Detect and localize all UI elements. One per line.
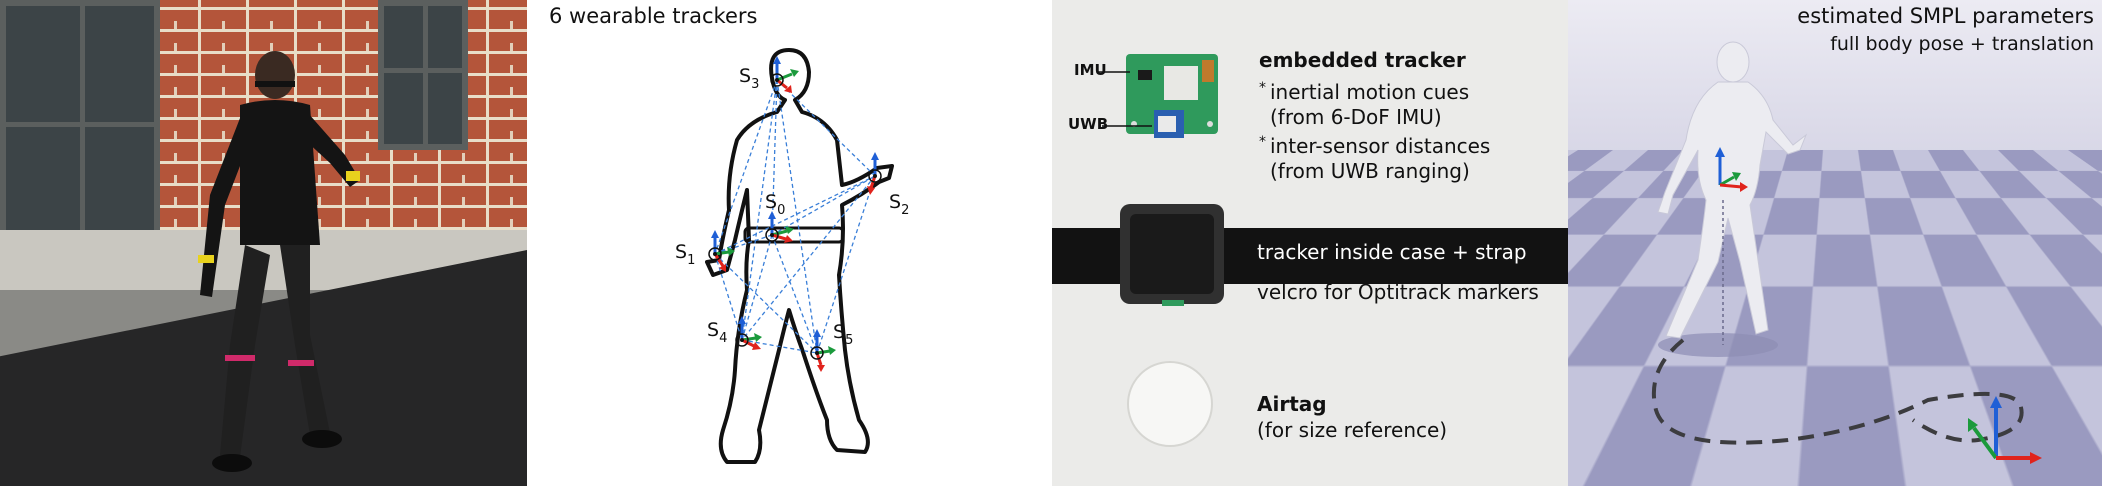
render-subtitle: full body pose + translation	[1830, 33, 2094, 55]
bullet-2-line-1: inter-sensor distances	[1270, 134, 1490, 158]
velcro-caption: velcro for Optitrack markers	[1257, 280, 1539, 304]
sensor-label-s3: S3	[739, 65, 759, 92]
sensor-label-s2: S2	[889, 191, 909, 218]
sensor-label-s1: S1	[675, 241, 695, 268]
airtag	[1128, 362, 1212, 446]
render-scene	[1568, 0, 2102, 486]
airtag-title: Airtag	[1257, 392, 1327, 416]
smpl-render-panel: estimated SMPL parameters full body pose…	[1568, 0, 2102, 486]
hardware-panel: IMU UWB embedded tracker * inertial moti…	[1052, 0, 1568, 486]
airtag-subtitle: (for size reference)	[1257, 418, 1447, 442]
body-outline-diagram: S3 S0 S2 S1 S4 S5	[527, 0, 1052, 486]
tracker-diagram-panel: 6 wearable trackers	[527, 0, 1052, 486]
body-silhouette	[707, 50, 892, 462]
embedded-tracker-title: embedded tracker	[1259, 48, 1466, 72]
bullet-2-mark: *	[1259, 134, 1266, 150]
render-title: estimated SMPL parameters	[1797, 4, 2094, 28]
strap-caption: tracker inside case + strap	[1257, 240, 1527, 264]
uwb-label: UWB	[1068, 115, 1108, 133]
imu-label: IMU	[1074, 61, 1107, 79]
bullet-2-line-2: (from UWB ranging)	[1270, 159, 1470, 183]
bullet-1-mark: *	[1259, 80, 1266, 96]
walking-person-photo	[170, 45, 390, 485]
bullet-1-line-2: (from 6-DoF IMU)	[1270, 105, 1442, 129]
bullet-1-line-1: inertial motion cues	[1270, 80, 1469, 104]
sensor-label-s4: S4	[707, 319, 727, 346]
street-photo-panel	[0, 0, 527, 486]
window-right	[378, 0, 468, 150]
smpl-body	[1658, 42, 1806, 338]
world-axes	[1968, 396, 2042, 464]
